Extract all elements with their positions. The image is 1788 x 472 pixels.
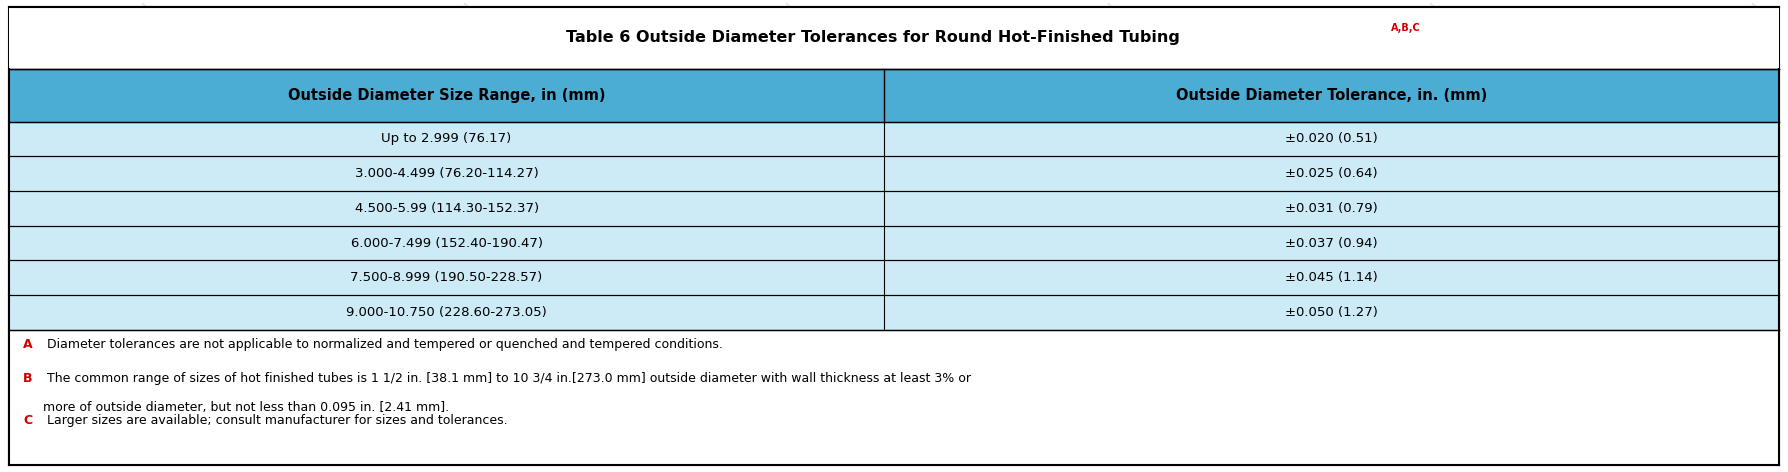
Bar: [9, 295, 1779, 330]
Text: op Steel: op Steel: [1058, 0, 1123, 66]
Text: 4.500-5.99 (114.30-152.37): 4.500-5.99 (114.30-152.37): [354, 202, 538, 215]
Text: op Steel: op Steel: [1380, 128, 1445, 193]
Text: op Steel: op Steel: [1058, 383, 1123, 448]
Text: C: C: [23, 414, 32, 427]
Text: op Steel: op Steel: [737, 0, 801, 66]
Text: 6.000-7.499 (152.40-190.47): 6.000-7.499 (152.40-190.47): [350, 236, 542, 250]
Text: Diameter tolerances are not applicable to normalized and tempered or quenched an: Diameter tolerances are not applicable t…: [43, 338, 722, 351]
Bar: [9, 261, 1779, 295]
Text: op Steel: op Steel: [415, 383, 479, 448]
Text: ±0.025 (0.64): ±0.025 (0.64): [1286, 167, 1379, 180]
Text: op Steel: op Steel: [1702, 383, 1767, 448]
Bar: [9, 122, 1779, 156]
Text: op Steel: op Steel: [93, 255, 157, 320]
Text: 9.000-10.750 (228.60-273.05): 9.000-10.750 (228.60-273.05): [347, 306, 547, 319]
Text: op Steel: op Steel: [415, 0, 479, 66]
Bar: [9, 330, 1779, 465]
Text: op Steel: op Steel: [737, 383, 801, 448]
Text: op Steel: op Steel: [1702, 128, 1767, 193]
Text: op Steel: op Steel: [93, 0, 157, 66]
Text: op Steel: op Steel: [93, 128, 157, 193]
Text: ±0.045 (1.14): ±0.045 (1.14): [1286, 271, 1379, 284]
Text: op Steel: op Steel: [1380, 0, 1445, 66]
Text: op Steel: op Steel: [1380, 383, 1445, 448]
Text: op Steel: op Steel: [737, 255, 801, 320]
Text: more of outside diameter, but not less than 0.095 in. [2.41 mm].: more of outside diameter, but not less t…: [43, 401, 449, 414]
Text: ±0.031 (0.79): ±0.031 (0.79): [1286, 202, 1379, 215]
Text: B: B: [23, 372, 32, 385]
Text: op Steel: op Steel: [737, 128, 801, 193]
Text: The common range of sizes of hot finished tubes is 1 1/2 in. [38.1 mm] to 10 3/4: The common range of sizes of hot finishe…: [43, 372, 971, 385]
Text: A,B,C: A,B,C: [1391, 23, 1421, 33]
Bar: [9, 156, 1779, 191]
Text: op Steel: op Steel: [93, 383, 157, 448]
Text: 7.500-8.999 (190.50-228.57): 7.500-8.999 (190.50-228.57): [350, 271, 544, 284]
Text: ±0.050 (1.27): ±0.050 (1.27): [1286, 306, 1379, 319]
Bar: [9, 69, 1779, 122]
Bar: [9, 226, 1779, 261]
Text: Table 6 Outside Diameter Tolerances for Round Hot-Finished Tubing: Table 6 Outside Diameter Tolerances for …: [567, 31, 1185, 45]
Text: op Steel: op Steel: [1058, 255, 1123, 320]
Text: ±0.020 (0.51): ±0.020 (0.51): [1286, 133, 1379, 145]
Text: op Steel: op Steel: [415, 128, 479, 193]
Text: Outside Diameter Size Range, in (mm): Outside Diameter Size Range, in (mm): [288, 88, 606, 103]
Text: A: A: [23, 338, 32, 351]
Bar: [9, 191, 1779, 226]
Text: Up to 2.999 (76.17): Up to 2.999 (76.17): [381, 133, 511, 145]
Text: ±0.037 (0.94): ±0.037 (0.94): [1286, 236, 1379, 250]
Text: op Steel: op Steel: [1058, 128, 1123, 193]
Text: op Steel: op Steel: [415, 255, 479, 320]
Text: Outside Diameter Tolerance, in. (mm): Outside Diameter Tolerance, in. (mm): [1177, 88, 1488, 103]
Text: op Steel: op Steel: [1702, 255, 1767, 320]
Text: op Steel: op Steel: [1702, 0, 1767, 66]
Text: op Steel: op Steel: [1380, 255, 1445, 320]
Bar: [9, 7, 1779, 69]
Text: 3.000-4.499 (76.20-114.27): 3.000-4.499 (76.20-114.27): [354, 167, 538, 180]
Text: Larger sizes are available; consult manufacturer for sizes and tolerances.: Larger sizes are available; consult manu…: [43, 414, 508, 427]
